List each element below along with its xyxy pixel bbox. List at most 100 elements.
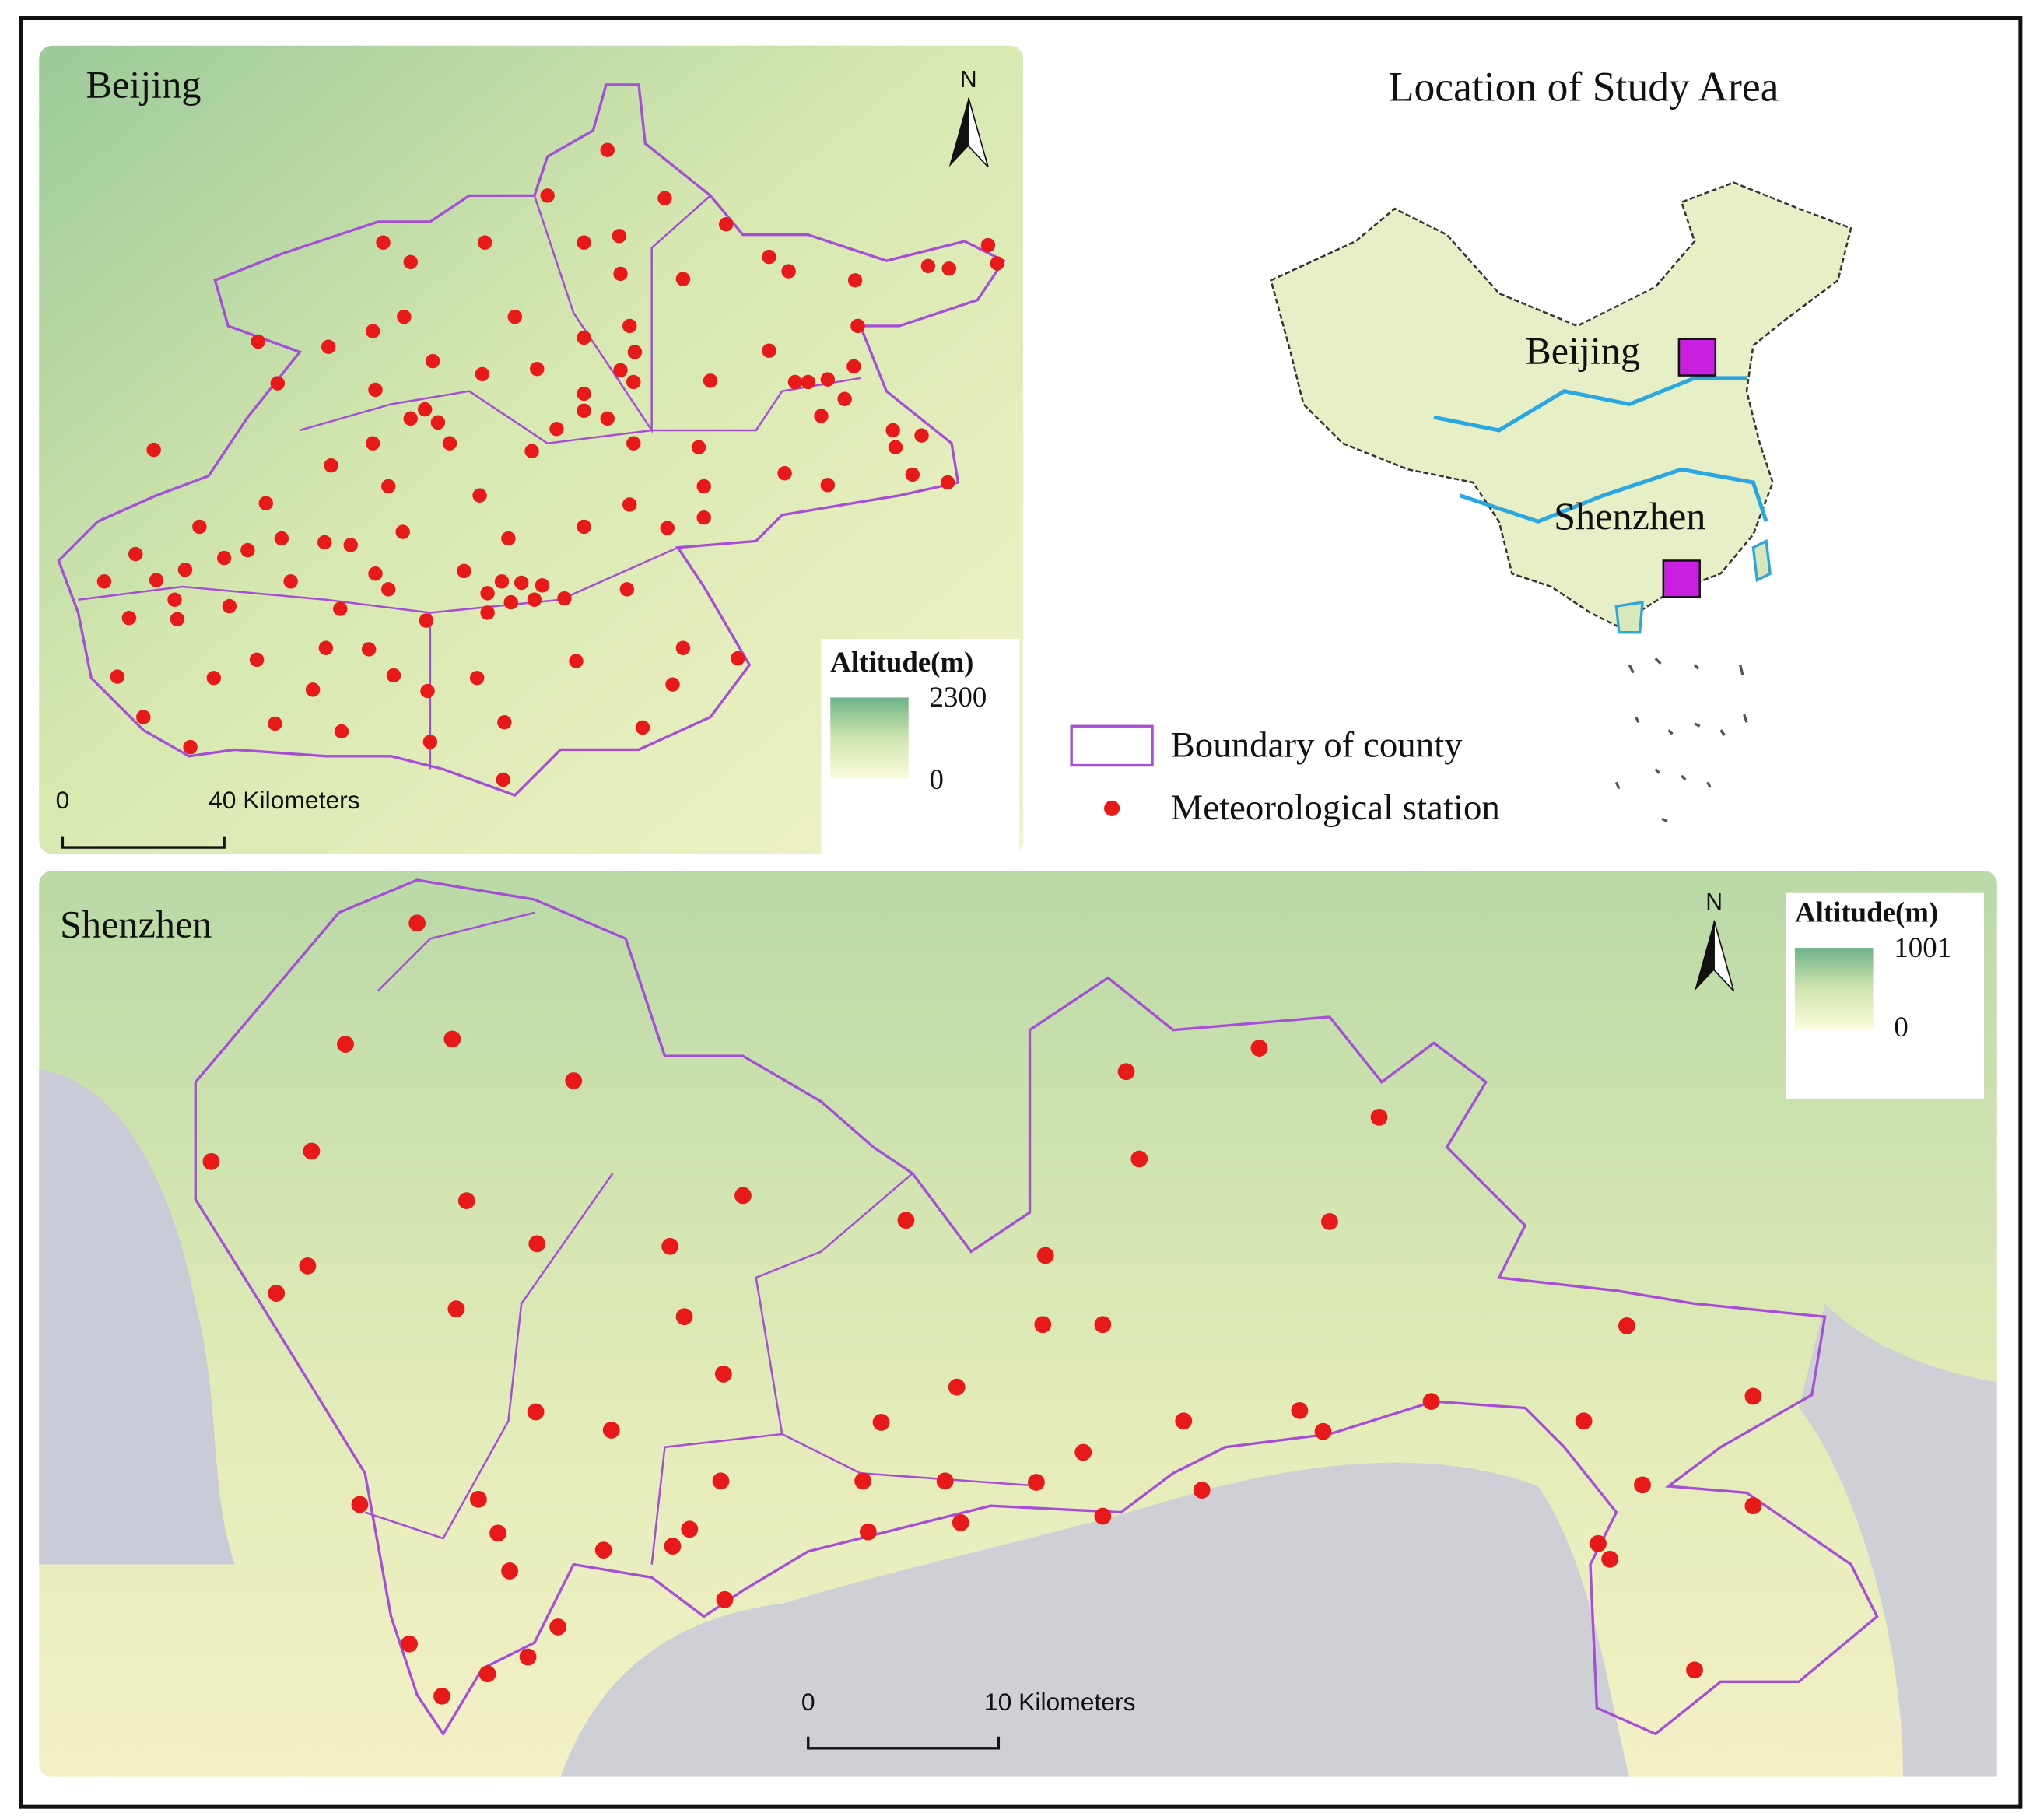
meteorological-station [777,466,792,481]
location-label: Shenzhen [1554,494,1705,538]
meteorological-station [1028,1474,1045,1491]
taiwan [1751,538,1772,583]
altitude-min: 0 [930,763,944,795]
meteorological-station [1744,1387,1762,1405]
panel-title: Beijing [86,63,202,107]
meteorological-station [846,359,861,374]
meteorological-station [268,716,282,731]
county-boundary [533,195,711,434]
meteorological-station [577,330,591,345]
meteorological-station [110,669,125,684]
meteorological-station [681,1520,699,1538]
meteorological-station [489,1524,506,1542]
meteorological-station [980,237,996,253]
meteorological-station [514,575,529,591]
meteorological-station [305,682,321,697]
meteorological-station [905,467,920,482]
meteorological-station [337,1036,354,1053]
meteorological-station [734,1187,752,1205]
meteorological-station [469,1490,487,1508]
meteorological-station [859,1523,877,1541]
meteorological-station [318,640,334,655]
scale-start: 0 [56,786,70,814]
meteorological-station [613,266,628,282]
meteorological-station [361,642,377,657]
meteorological-station [850,318,865,334]
meteorological-station [1370,1108,1388,1126]
meteorological-station [1314,1422,1332,1440]
china-outline [1270,181,1852,627]
meteorological-station [240,542,255,558]
meteorological-station [524,444,539,458]
meteorological-station [718,217,734,232]
meteorological-station [420,683,435,699]
meteorological-station [128,546,143,562]
meteorological-station [177,563,193,577]
meteorological-station [762,249,776,265]
meteorological-station [270,376,286,391]
meteorological-station [1036,1247,1054,1264]
meteorological-station [565,1072,583,1089]
meteorological-station [1130,1150,1148,1168]
county-boundary [299,377,861,445]
county-boundary [194,878,1879,1737]
meteorological-station [691,440,706,454]
meteorological-station [787,374,803,390]
meteorological-station [528,1235,546,1253]
meteorological-station [268,1285,286,1302]
meteorological-station [258,496,273,510]
meteorological-station [1601,1550,1619,1568]
meteorological-station [1291,1401,1309,1419]
meteorological-station [478,1665,496,1683]
meteorological-station [321,339,336,354]
meteorological-station [507,309,522,324]
altitude-title: Altitude(m) [830,646,973,678]
meteorological-station [535,578,550,593]
meteorological-station [1094,1316,1112,1334]
meteorological-station [627,345,643,359]
meteorological-station [814,409,829,423]
meteorological-station [781,264,796,279]
meteorological-station [665,677,680,692]
meteorological-station [419,613,434,628]
meteorological-station [96,574,112,589]
meteorological-station [664,1538,682,1555]
meteorological-station [1575,1412,1593,1430]
hainan [1614,601,1644,634]
sea [39,1068,235,1565]
meteorological-station [1094,1507,1112,1525]
meteorological-station [820,372,836,387]
meteorological-station [1117,1063,1135,1081]
meteorological-station [433,1687,450,1705]
meteorological-station [480,605,495,620]
meteorological-station [192,519,207,535]
meteorological-station [457,1192,475,1210]
study-area-marker [1677,338,1717,377]
meteorological-station [920,258,936,274]
meteorological-station [136,710,151,724]
meteorological-station [183,739,198,755]
meteorological-station [494,574,510,589]
meteorological-station [1634,1476,1651,1494]
meteorological-station [569,654,584,668]
meteorological-station [365,324,380,338]
meteorological-station [914,428,929,443]
study-area-marker [1662,559,1701,598]
meteorological-station [333,601,348,616]
meteorological-station [675,640,691,655]
meteorological-station [351,1496,369,1513]
meteorological-station [661,1237,679,1255]
river [1433,376,1747,433]
north-label: N [960,67,977,93]
meteorological-station [712,1472,730,1490]
meteorological-station [365,436,380,451]
meteorological-station [334,724,349,739]
meteorological-station [422,735,438,749]
meteorological-station [403,411,418,426]
meteorological-station [549,1618,566,1636]
county-boundary [755,1172,913,1435]
meteorological-station [478,235,492,250]
meteorological-station [1034,1316,1052,1334]
meteorological-station [619,582,635,597]
